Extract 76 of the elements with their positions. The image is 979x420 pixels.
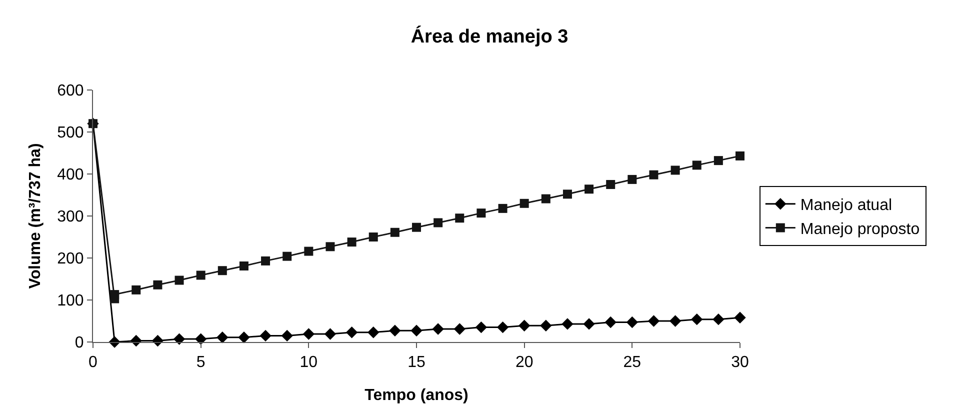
point bbox=[347, 238, 356, 247]
point bbox=[669, 315, 682, 327]
point bbox=[712, 313, 724, 326]
point bbox=[432, 323, 444, 335]
point bbox=[736, 151, 744, 160]
point bbox=[606, 180, 616, 189]
point bbox=[496, 321, 509, 334]
point bbox=[475, 321, 488, 334]
legend-label: Manejo proposto bbox=[800, 220, 920, 238]
x-tick-label: 25 bbox=[623, 354, 642, 372]
point bbox=[260, 330, 272, 342]
point bbox=[670, 166, 680, 175]
y-axis-title: Volume (m³/737 ha) bbox=[26, 143, 44, 289]
point bbox=[584, 184, 594, 194]
point bbox=[132, 285, 141, 294]
point bbox=[562, 190, 572, 199]
y-tick-label: 300 bbox=[57, 208, 84, 226]
point bbox=[540, 320, 552, 332]
point bbox=[196, 270, 206, 280]
point bbox=[302, 328, 315, 340]
point bbox=[691, 313, 703, 326]
x-tick-label: 0 bbox=[88, 354, 98, 372]
point bbox=[520, 198, 529, 208]
point bbox=[562, 318, 574, 330]
point bbox=[173, 333, 186, 345]
point bbox=[410, 324, 422, 337]
point bbox=[239, 261, 248, 270]
point bbox=[628, 174, 637, 184]
point bbox=[648, 315, 660, 327]
point bbox=[216, 332, 228, 344]
point bbox=[389, 324, 401, 337]
point bbox=[626, 316, 638, 328]
point bbox=[518, 320, 530, 332]
x-axis-title: Tempo (anos) bbox=[364, 386, 468, 404]
point bbox=[604, 316, 616, 328]
point bbox=[692, 160, 702, 170]
point bbox=[412, 222, 421, 232]
point bbox=[714, 156, 723, 166]
point bbox=[281, 330, 293, 342]
x-tick-label: 10 bbox=[300, 354, 318, 372]
x-tick-label: 5 bbox=[196, 354, 206, 372]
point bbox=[326, 242, 335, 252]
x-tick-label: 20 bbox=[515, 354, 534, 372]
point bbox=[368, 232, 378, 242]
point bbox=[153, 280, 162, 290]
point bbox=[455, 214, 464, 223]
point bbox=[368, 326, 380, 338]
point bbox=[218, 266, 227, 276]
chart-title: Área de manejo 3 bbox=[410, 26, 568, 48]
point bbox=[346, 326, 358, 338]
point bbox=[174, 276, 184, 285]
point bbox=[282, 252, 292, 261]
point bbox=[304, 246, 314, 256]
point bbox=[454, 323, 466, 335]
point bbox=[194, 333, 207, 345]
point bbox=[498, 204, 508, 213]
y-tick-label: 600 bbox=[57, 82, 84, 100]
point bbox=[649, 170, 658, 180]
legend-label: Manejo atual bbox=[800, 197, 892, 214]
y-tick-label: 0 bbox=[74, 334, 84, 352]
point bbox=[324, 328, 336, 340]
x-tick-label: 15 bbox=[408, 354, 426, 372]
point bbox=[476, 208, 486, 218]
x-tick-label: 30 bbox=[731, 354, 749, 372]
point bbox=[434, 218, 443, 228]
y-tick-label: 400 bbox=[57, 166, 84, 184]
point bbox=[541, 194, 550, 204]
point bbox=[110, 290, 120, 300]
point bbox=[734, 312, 746, 324]
point bbox=[583, 318, 595, 330]
point bbox=[261, 256, 270, 266]
y-tick-label: 500 bbox=[57, 124, 84, 142]
y-tick-label: 200 bbox=[57, 250, 84, 268]
point bbox=[238, 332, 250, 344]
y-tick-label: 100 bbox=[57, 292, 84, 310]
point bbox=[390, 228, 400, 237]
